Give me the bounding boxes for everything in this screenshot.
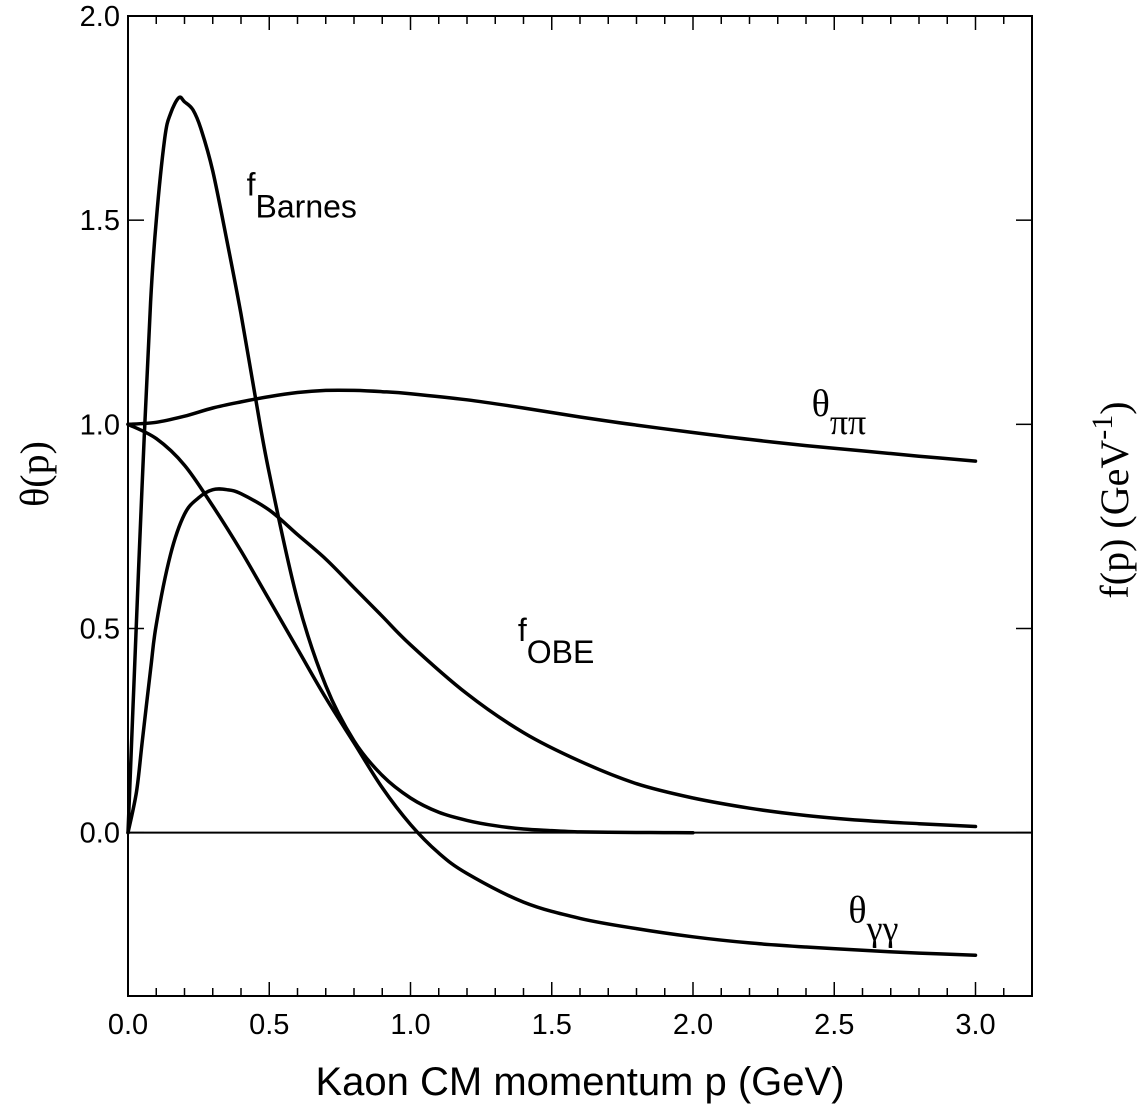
x-tick-label: 2.0 [673,1009,713,1041]
annotation-subscript: OBE [527,634,595,670]
annotation-subscript: γγ [866,909,899,949]
x-tick-label: 0.5 [249,1009,289,1041]
series-line-theta-pipi [126,388,978,463]
y-axis-title-right-close: ) [1092,401,1137,414]
annotation-symbol: f [247,167,256,203]
f-obe-label: fOBE [518,612,594,670]
theta-pipi-label: θππ [812,383,867,442]
series-line-theta-gammagamma [126,422,978,957]
y-tick-label: 1.0 [80,409,120,441]
annotation-symbol: θ [812,383,830,425]
y-tick-label: 1.5 [80,205,120,237]
x-tick-label: 0.0 [108,1009,148,1041]
x-tick-label: 2.5 [814,1009,854,1041]
x-axis-title: Kaon CM momentum p (GeV) [315,1060,844,1104]
annotation-subscript: ππ [830,402,866,442]
f-barnes-label: fBarnes [247,167,357,225]
y-tick-label: 2.0 [80,1,120,33]
y-axis-title-right-sup: -1 [1086,415,1119,440]
y-tick-label: 0.5 [80,614,120,646]
x-tick-label: 1.5 [532,1009,572,1041]
y-axis-title-right-main: f(p) (GeV [1092,440,1137,599]
x-tick-label: 1.0 [390,1009,430,1041]
y-tick-label: 0.0 [80,818,120,850]
x-tick-label: 3.0 [955,1009,995,1041]
theta-gammagamma-label: θγγ [848,890,898,949]
series-line-f-barnes [126,95,695,835]
series-line-f-obe [126,487,978,835]
annotation-subscript: Barnes [256,189,357,225]
annotation-symbol: f [518,612,527,648]
annotation-symbol: θ [848,890,866,932]
y-axis-title-right: f(p) (GeV-1) [1086,401,1137,598]
y-axis-title: θ(p) [12,441,57,507]
